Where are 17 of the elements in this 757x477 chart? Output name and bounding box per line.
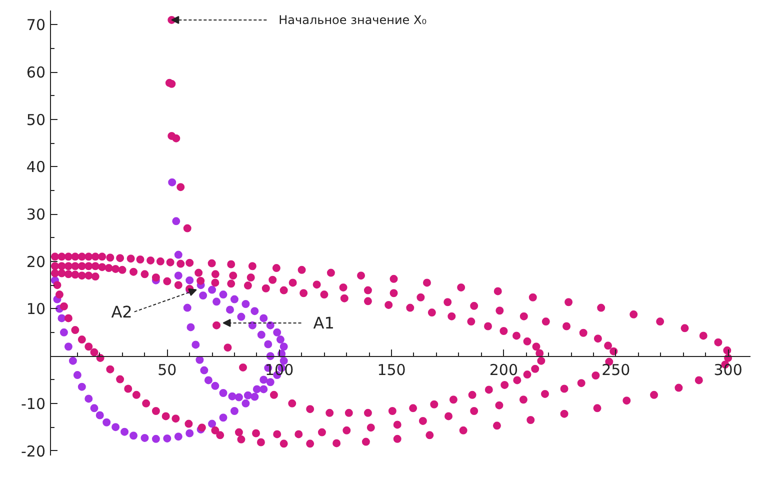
y-tick-label: 40	[26, 158, 46, 176]
y-tick-label: -20	[21, 442, 46, 460]
x-tick-label: 300	[714, 361, 742, 380]
y-tick-label: 70	[26, 16, 46, 34]
y-tick-label: 30	[26, 206, 46, 224]
annotation: A2	[111, 302, 132, 322]
annotation: Начальное значение X₀	[278, 12, 427, 27]
y-tick-label: 50	[26, 110, 46, 129]
x-tick-label: 200	[489, 361, 518, 380]
annotation: A1	[313, 313, 334, 332]
y-tick-label: 10	[26, 300, 46, 318]
y-tick-label: 60	[26, 64, 46, 82]
x-tick-label: 50	[158, 361, 177, 380]
y-tick-label: 20	[26, 252, 46, 271]
x-tick-label: 150	[377, 361, 406, 380]
x-tick-label: 250	[602, 361, 630, 380]
y-tick-label: -10	[21, 394, 46, 413]
